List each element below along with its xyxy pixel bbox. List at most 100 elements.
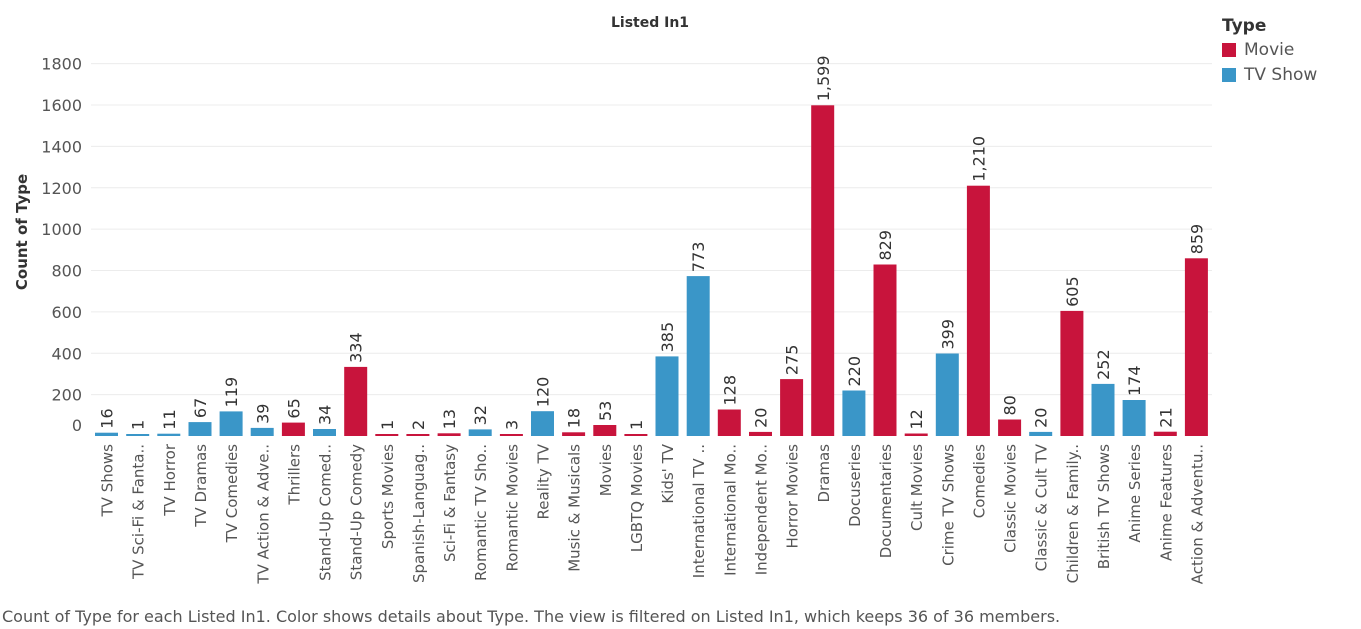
x-tick-label: TV Action & Adve.. [254, 444, 272, 585]
x-tick-label: Stand-Up Comedy [348, 444, 366, 580]
x-tick-label: Music & Musicals [566, 444, 584, 572]
bar[interactable] [966, 185, 990, 436]
bar[interactable] [811, 105, 835, 437]
x-tick-label: Classic Movies [1002, 444, 1020, 553]
x-tick-label: International TV .. [690, 444, 708, 578]
x-tick-label: Children & Family.. [1064, 444, 1082, 583]
x-tick-label: Documentaries [877, 444, 895, 558]
data-label: 1 [627, 420, 646, 430]
bar[interactable] [998, 419, 1022, 437]
chart-caption: Count of Type for each Listed In1. Color… [2, 607, 1061, 626]
bar[interactable] [935, 353, 959, 437]
legend-item-tv-show[interactable]: TV Show [1222, 62, 1357, 87]
x-tick-label: Horror Movies [784, 444, 802, 549]
legend-swatch-tv-show [1222, 67, 1236, 82]
legend-item-movie[interactable]: Movie [1222, 37, 1357, 62]
x-tick-label: Comedies [971, 444, 989, 518]
bar[interactable] [904, 433, 928, 437]
x-tick-label: LGBTQ Movies [628, 444, 646, 552]
data-label: 773 [689, 242, 708, 273]
x-tick-label: TV Horror [161, 443, 179, 517]
bar[interactable] [842, 390, 866, 437]
data-label: 67 [191, 398, 210, 418]
bar[interactable] [873, 264, 897, 437]
bar[interactable] [1060, 310, 1084, 436]
legend-label-movie: Movie [1244, 39, 1295, 60]
bar[interactable] [749, 431, 772, 436]
legend-swatch-movie [1222, 42, 1236, 57]
x-tick-label: Cult Movies [908, 444, 926, 531]
bar[interactable] [1091, 383, 1115, 436]
data-label: 32 [471, 405, 490, 425]
data-label: 11 [160, 409, 179, 429]
data-label: 120 [534, 377, 553, 408]
bar[interactable] [437, 433, 461, 436]
legend-label-tv-show: TV Show [1244, 64, 1318, 85]
data-label: 859 [1187, 224, 1206, 255]
x-tick-label: Anime Features [1157, 444, 1175, 561]
bar[interactable] [593, 425, 617, 436]
bar[interactable] [157, 433, 181, 436]
x-tick-label: International Mo.. [721, 444, 739, 576]
bar[interactable] [313, 429, 336, 436]
data-label: 128 [720, 375, 739, 406]
bar[interactable] [1153, 431, 1177, 436]
bar[interactable] [95, 432, 118, 436]
data-label: 80 [1001, 395, 1020, 415]
bar[interactable] [281, 422, 305, 436]
x-tick-label: TV Shows [99, 444, 117, 518]
x-tick-label: Romantic Movies [503, 444, 521, 572]
data-label: 18 [565, 408, 584, 428]
legend-title: Type [1222, 16, 1267, 36]
x-tick-label: Docuseries [846, 444, 864, 527]
x-tick-label: Crime TV Shows [939, 444, 957, 566]
data-label: 174 [1125, 365, 1144, 396]
bar[interactable] [219, 411, 243, 436]
bar[interactable] [406, 434, 430, 436]
bar[interactable] [1029, 431, 1053, 436]
bar[interactable] [624, 434, 648, 436]
y-tick-label: 600 [51, 303, 82, 322]
bar[interactable] [1122, 400, 1146, 436]
bar[interactable] [780, 379, 804, 436]
bar[interactable] [1184, 258, 1208, 436]
bar[interactable] [717, 409, 741, 437]
bar[interactable] [531, 411, 554, 436]
y-tick-label: 200 [51, 386, 82, 405]
bar[interactable] [655, 356, 679, 436]
bar[interactable] [344, 366, 368, 436]
y-tick-label: 1400 [41, 137, 82, 156]
gridlines [91, 63, 1212, 396]
data-label: 605 [1063, 276, 1082, 307]
x-tick-label: Romantic TV Sho.. [472, 444, 490, 581]
bar[interactable] [499, 434, 523, 436]
data-label: 275 [783, 345, 802, 376]
x-tick-label: Sports Movies [379, 444, 397, 549]
bars [95, 105, 1208, 437]
data-label: 65 [284, 398, 303, 418]
data-label: 20 [752, 408, 771, 428]
bar[interactable] [126, 434, 150, 436]
x-tick-label: Movies [597, 444, 615, 496]
bar[interactable] [188, 422, 212, 436]
bar[interactable] [468, 429, 492, 436]
x-tick-label: Stand-Up Comed.. [317, 444, 335, 581]
data-label: 1,599 [814, 55, 833, 101]
x-tick-label: TV Sci-Fi & Fanta.. [130, 444, 148, 580]
bar[interactable] [250, 427, 274, 436]
x-tick-label: Independent Mo.. [753, 444, 771, 575]
x-tick-label: Action & Adventu.. [1188, 444, 1206, 584]
y-tick-label: 1600 [41, 96, 82, 115]
y-tick-label: 800 [51, 262, 82, 281]
y-tick-label: 1000 [41, 220, 82, 239]
data-label: 252 [1094, 349, 1113, 380]
bar[interactable] [375, 434, 399, 436]
y-tick-label: 1800 [41, 55, 82, 74]
bar[interactable] [686, 276, 710, 436]
bar[interactable] [562, 432, 586, 436]
data-label: 1 [378, 420, 397, 430]
y-tick-label: 0 [72, 416, 82, 435]
data-label: 829 [876, 230, 895, 261]
x-tick-label: Thrillers [285, 444, 303, 506]
